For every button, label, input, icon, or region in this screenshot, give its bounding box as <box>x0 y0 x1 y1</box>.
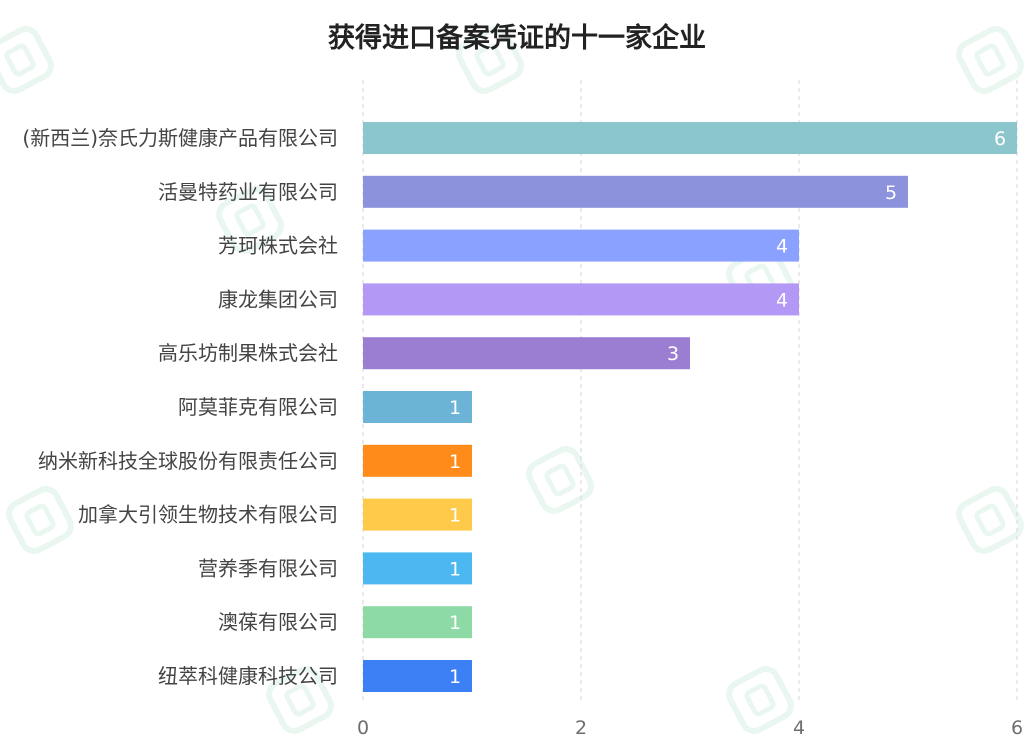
watermark-logo-icon <box>266 666 334 734</box>
x-tick-label: 2 <box>575 717 587 739</box>
bar-value-label: 1 <box>449 666 461 688</box>
category-label: 纽萃科健康科技公司 <box>158 664 338 688</box>
watermark-logo-icon <box>726 666 794 734</box>
bar <box>363 175 908 208</box>
category-label: 纳米新科技全球股份有限责任公司 <box>38 449 338 473</box>
x-tick-label: 4 <box>793 717 805 739</box>
chart-title: 获得进口备案凭证的十一家企业 <box>328 22 706 54</box>
category-label: (新西兰)奈氏力斯健康产品有限公司 <box>22 126 338 150</box>
category-label: 澳葆有限公司 <box>218 610 338 634</box>
bar-value-label: 5 <box>885 182 897 204</box>
category-label: 芳珂株式会社 <box>218 234 338 258</box>
bar-value-label: 1 <box>449 612 461 634</box>
bar-value-label: 3 <box>667 343 679 365</box>
x-tick-labels: 0 2 4 6 <box>357 717 1023 739</box>
watermark-logo-icon <box>6 486 74 554</box>
bar <box>363 283 799 316</box>
bar <box>363 337 690 370</box>
bar-value-label: 6 <box>994 128 1006 150</box>
bar-value-label: 1 <box>449 397 461 419</box>
x-tick-label: 6 <box>1011 717 1023 739</box>
bar-value-label: 1 <box>449 558 461 580</box>
bar-value-label: 1 <box>449 451 461 473</box>
bar-value-label: 4 <box>776 289 788 311</box>
bar <box>363 444 472 477</box>
watermark-logo-icon <box>956 26 1024 94</box>
watermark-logo-icon <box>526 446 594 514</box>
watermark-logo-icon <box>456 26 524 94</box>
category-label: 康龙集团公司 <box>218 287 338 311</box>
bar <box>363 391 472 423</box>
category-label: 营养季有限公司 <box>198 556 338 580</box>
category-label: 加拿大引领生物技术有限公司 <box>78 503 338 527</box>
x-tick-label: 0 <box>357 717 369 739</box>
bar <box>363 498 472 531</box>
bar <box>363 229 799 262</box>
category-label: 高乐坊制果株式会社 <box>158 341 338 365</box>
watermark-logo-icon <box>956 486 1024 554</box>
category-labels: (新西兰)奈氏力斯健康产品有限公司活曼特药业有限公司芳珂株式会社康龙集团公司高乐… <box>22 126 338 688</box>
bar <box>363 122 1017 154</box>
watermark-logo-icon <box>216 186 284 254</box>
bar-value-label: 1 <box>449 505 461 527</box>
bar-value-label: 4 <box>776 236 788 258</box>
bar <box>363 552 472 585</box>
category-label: 活曼特药业有限公司 <box>158 180 338 204</box>
bar <box>363 606 472 639</box>
watermark-logo-icon <box>0 26 54 94</box>
bars: 6 5 4 4 3 1 1 1 1 1 1 <box>363 122 1017 692</box>
bar <box>363 660 472 692</box>
category-label: 阿莫菲克有限公司 <box>178 395 338 419</box>
